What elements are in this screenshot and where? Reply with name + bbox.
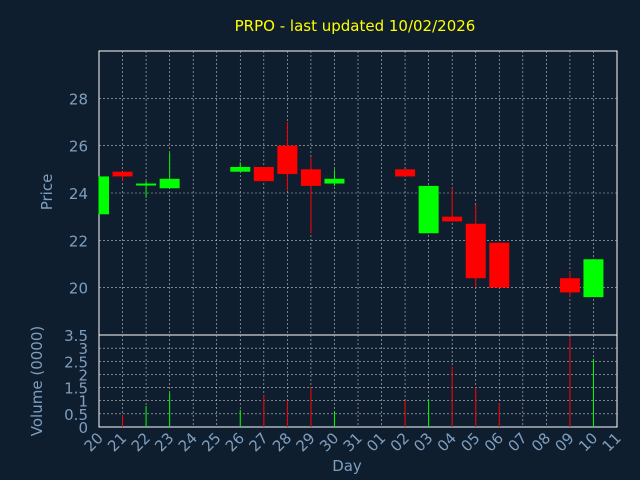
candle-body xyxy=(253,166,274,182)
candle-body xyxy=(583,259,604,298)
candle-body xyxy=(559,278,580,293)
volume-panel: 00.511.522.533.5 xyxy=(64,327,618,437)
price-tick-label: 28 xyxy=(69,90,88,108)
price-tick-label: 26 xyxy=(69,138,88,156)
candle-body xyxy=(300,169,321,186)
volume-tick-label: 2.5 xyxy=(64,353,88,371)
candle-body xyxy=(489,242,510,288)
candle-body xyxy=(465,223,486,279)
volume-tick-label: 1 xyxy=(78,393,88,411)
price-tick-label: 22 xyxy=(69,232,88,250)
x-tick-label: 29 xyxy=(293,429,319,455)
candle-body xyxy=(277,145,298,175)
x-tick-label: 27 xyxy=(245,429,271,455)
x-tick-label: 23 xyxy=(151,429,177,455)
candle-body xyxy=(99,176,109,215)
x-tick-label: 30 xyxy=(316,429,342,455)
volume-axis-label: Volume (0000) xyxy=(28,326,46,436)
chart-title: PRPO - last updated 10/02/2026 xyxy=(235,17,476,35)
x-tick-label: 01 xyxy=(363,429,389,455)
x-tick-label: 05 xyxy=(457,429,483,455)
x-axis-label: Day xyxy=(332,457,362,475)
candle-body xyxy=(418,185,439,234)
volume-tick-label: 0 xyxy=(78,419,88,437)
x-tick-label: 04 xyxy=(434,429,460,455)
x-tick-label: 10 xyxy=(575,429,601,455)
candle-body xyxy=(324,178,345,184)
candle-body xyxy=(159,178,180,189)
x-tick-label: 31 xyxy=(340,429,366,455)
price-panel: 20 22 24 26 28 xyxy=(69,50,618,336)
volume-tick-label: 0.5 xyxy=(64,406,88,424)
volume-tick-label: 2 xyxy=(78,366,88,384)
x-tick-label: 24 xyxy=(175,429,201,455)
price-tick-label: 24 xyxy=(69,185,88,203)
x-tick-label: 11 xyxy=(599,429,625,455)
volume-tick-label: 1.5 xyxy=(64,380,88,398)
x-tick-label: 02 xyxy=(387,429,413,455)
x-tick-label: 26 xyxy=(222,429,248,455)
volume-tick-label: 3 xyxy=(78,340,88,358)
x-axis: 2021222324252627282930310102030405060708… xyxy=(81,429,625,455)
candle-body xyxy=(230,166,251,172)
price-tick-label: 20 xyxy=(69,280,88,298)
x-tick-label: 07 xyxy=(504,429,530,455)
candle-body xyxy=(112,171,133,177)
volume-tick-label: 3.5 xyxy=(64,327,88,345)
x-tick-label: 22 xyxy=(128,429,154,455)
x-tick-label: 28 xyxy=(269,429,295,455)
price-axis-label: Price xyxy=(38,174,56,211)
x-tick-label: 25 xyxy=(198,429,224,455)
x-tick-label: 06 xyxy=(481,429,507,455)
x-tick-label: 08 xyxy=(528,429,554,455)
x-tick-label: 03 xyxy=(410,429,436,455)
candle-body xyxy=(136,183,157,186)
candle-body xyxy=(395,169,416,177)
x-tick-label: 09 xyxy=(552,429,578,455)
x-tick-label: 21 xyxy=(104,429,130,455)
candle-body xyxy=(442,216,463,222)
